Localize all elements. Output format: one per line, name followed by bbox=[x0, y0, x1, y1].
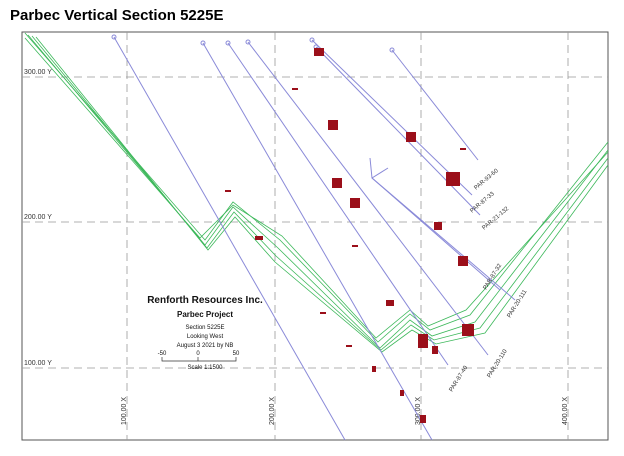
hole-trace bbox=[113, 36, 346, 441]
hole-trace bbox=[371, 177, 516, 301]
x-label: 300.00 X bbox=[415, 397, 422, 425]
intercept bbox=[434, 222, 442, 230]
intercept bbox=[400, 390, 404, 396]
hole-label: PAR-93-60 bbox=[473, 168, 500, 192]
intercept bbox=[458, 256, 468, 266]
collar bbox=[309, 37, 315, 43]
intercept bbox=[446, 172, 460, 186]
y-label: 100.00 Y bbox=[24, 360, 52, 367]
intercept bbox=[460, 148, 466, 150]
scale: Scale 1:1500 bbox=[187, 365, 223, 371]
title: Parbec Vertical Section 5225E bbox=[10, 7, 223, 24]
intercept bbox=[350, 198, 360, 208]
scale-tick: 0 bbox=[196, 351, 200, 357]
hole-label: PAR-87-40 bbox=[449, 365, 470, 394]
x-label: 200.00 X bbox=[269, 397, 276, 425]
hole-trace bbox=[391, 49, 479, 161]
company: Renforth Resources Inc. bbox=[147, 295, 263, 306]
intercept bbox=[314, 48, 324, 56]
terrain-line bbox=[27, 34, 609, 349]
intercepts bbox=[225, 48, 474, 423]
hole-label: PAR-20-110 bbox=[487, 348, 509, 379]
intercept bbox=[225, 190, 231, 192]
intercept bbox=[406, 132, 416, 142]
scale-tick: -50 bbox=[158, 351, 167, 357]
frame bbox=[21, 31, 609, 441]
intercept bbox=[346, 345, 352, 347]
hole-label: PAR-20-111 bbox=[507, 288, 529, 319]
y-label: 200.00 Y bbox=[24, 214, 52, 221]
hole-trace bbox=[161, 357, 237, 362]
collar bbox=[200, 40, 206, 46]
x-label: 100.00 X bbox=[121, 397, 128, 425]
terrain-line bbox=[24, 37, 609, 339]
collar bbox=[225, 40, 231, 46]
hole-label: PAR-87-33 bbox=[469, 191, 496, 215]
intercept bbox=[432, 346, 438, 354]
hole-trace bbox=[202, 42, 433, 441]
view: Looking West bbox=[187, 334, 224, 340]
x-label: 400.00 X bbox=[562, 397, 569, 425]
title-block: Renforth Resources Inc. Parbec Project S… bbox=[147, 295, 263, 371]
intercept bbox=[462, 324, 474, 336]
collar bbox=[111, 34, 117, 40]
section: Section 5225E bbox=[185, 325, 224, 331]
hole-trace bbox=[247, 41, 489, 356]
intercept bbox=[328, 120, 338, 130]
intercept bbox=[372, 366, 376, 372]
hole-trace bbox=[227, 42, 449, 366]
terrain-line bbox=[35, 36, 609, 353]
grid bbox=[22, 32, 608, 440]
y-label: 300.00 Y bbox=[24, 69, 52, 76]
date: August 3 2021 by NB bbox=[177, 343, 234, 349]
hole-trace bbox=[315, 46, 481, 216]
collar bbox=[389, 47, 395, 53]
hole-trace bbox=[311, 39, 473, 196]
project: Parbec Project bbox=[177, 310, 233, 319]
hole-label: PAR-21-132 bbox=[481, 206, 510, 232]
terrain-line bbox=[24, 32, 609, 343]
intercept bbox=[292, 88, 298, 90]
intercept bbox=[420, 415, 426, 423]
intercept bbox=[418, 334, 428, 348]
drill-holes bbox=[111, 34, 516, 441]
intercept bbox=[320, 312, 326, 314]
intercept bbox=[255, 236, 263, 240]
collar bbox=[245, 39, 251, 45]
intercept bbox=[332, 178, 342, 188]
intercept bbox=[386, 300, 394, 306]
scale-tick: 50 bbox=[233, 351, 240, 357]
hole-trace bbox=[371, 167, 389, 179]
intercept bbox=[352, 245, 358, 247]
